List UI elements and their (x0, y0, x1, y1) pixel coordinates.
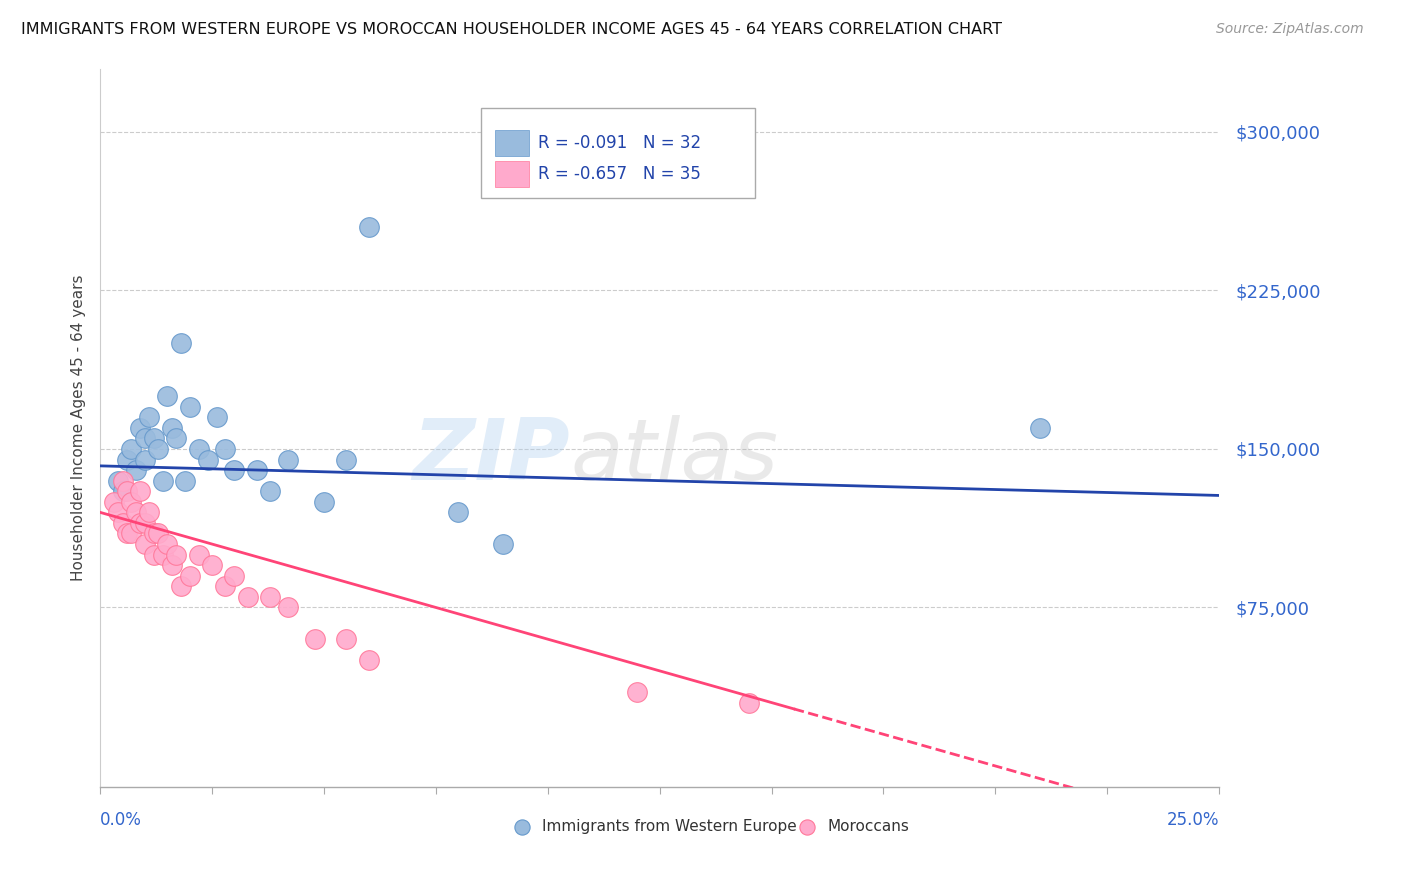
Point (277, 452, 299, 467)
Point (205, 410, 228, 425)
Point (142, 431, 165, 445)
Text: IMMIGRANTS FROM WESTERN EUROPE VS MOROCCAN HOUSEHOLDER INCOME AGES 45 - 64 YEARS: IMMIGRANTS FROM WESTERN EUROPE VS MOROCC… (21, 22, 1002, 37)
Point (165, 431, 187, 445)
Point (115, 452, 138, 467)
Point (179, 400, 201, 414)
Text: Immigrants from Western Europe: Immigrants from Western Europe (543, 819, 797, 834)
Point (156, 389, 179, 403)
Point (447, 505, 470, 519)
FancyBboxPatch shape (495, 130, 529, 156)
Point (142, 526, 165, 541)
Point (187, 548, 209, 562)
Text: 25.0%: 25.0% (1167, 811, 1219, 830)
Point (152, 474, 174, 488)
Point (160, 558, 183, 573)
Point (111, 474, 134, 488)
Point (187, 442, 209, 456)
FancyBboxPatch shape (481, 108, 755, 198)
FancyBboxPatch shape (495, 161, 529, 186)
Point (121, 495, 143, 509)
Point (312, 495, 335, 509)
Point (738, 696, 761, 710)
Point (335, 632, 357, 647)
Point (115, 484, 138, 499)
Point (165, 548, 187, 562)
Point (357, 220, 380, 235)
Point (1029, 421, 1052, 435)
Point (160, 421, 183, 435)
Point (214, 442, 236, 456)
Point (174, 474, 197, 488)
Point (111, 516, 134, 530)
Point (492, 537, 515, 551)
Point (156, 537, 179, 551)
Point (148, 526, 170, 541)
Point (152, 548, 174, 562)
Point (134, 537, 156, 551)
Point (179, 568, 201, 582)
Point (304, 632, 326, 647)
Text: atlas: atlas (571, 415, 778, 498)
Point (170, 336, 193, 351)
Point (259, 484, 281, 499)
Text: Source: ZipAtlas.com: Source: ZipAtlas.com (1216, 22, 1364, 37)
Point (246, 463, 269, 477)
Y-axis label: Householder Income Ages 45 - 64 years: Householder Income Ages 45 - 64 years (72, 275, 86, 581)
Text: ZIP: ZIP (412, 415, 571, 498)
Point (121, 442, 143, 456)
Point (129, 484, 152, 499)
Point (335, 452, 357, 467)
Point (277, 600, 299, 615)
Text: R = -0.091   N = 32: R = -0.091 N = 32 (537, 134, 700, 152)
Point (138, 410, 160, 425)
Text: 0.0%: 0.0% (100, 811, 142, 830)
Point (103, 495, 125, 509)
Point (134, 516, 156, 530)
Point (134, 431, 156, 445)
Point (138, 505, 160, 519)
Point (197, 452, 219, 467)
Point (134, 452, 156, 467)
Point (107, 474, 129, 488)
Point (121, 526, 143, 541)
Point (129, 421, 152, 435)
Point (129, 516, 152, 530)
Point (142, 548, 165, 562)
Point (224, 568, 246, 582)
Point (236, 590, 259, 604)
Text: R = -0.657   N = 35: R = -0.657 N = 35 (537, 165, 700, 183)
Point (259, 590, 281, 604)
Point (201, 558, 224, 573)
Text: Moroccans: Moroccans (828, 819, 910, 834)
Point (125, 505, 148, 519)
Point (125, 463, 148, 477)
Point (170, 579, 193, 593)
Point (357, 653, 380, 667)
Point (111, 484, 134, 499)
Point (148, 442, 170, 456)
Point (626, 685, 648, 699)
Point (224, 463, 246, 477)
Point (214, 579, 236, 593)
Point (115, 526, 138, 541)
Point (107, 505, 129, 519)
